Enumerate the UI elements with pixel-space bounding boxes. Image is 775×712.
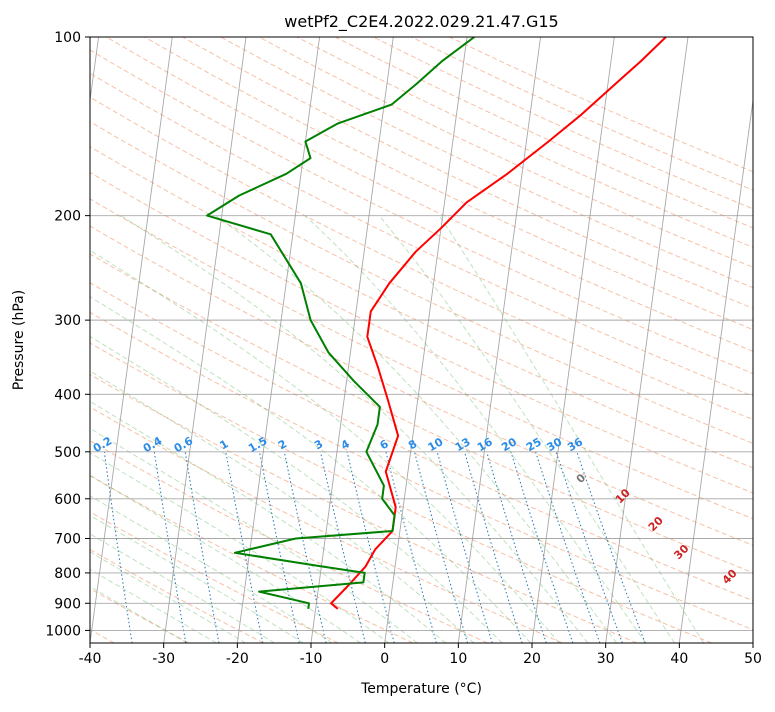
mixing-ratio-line — [284, 452, 326, 643]
moist-adiabat-label: 30 — [671, 542, 691, 562]
y-tick-label: 600 — [54, 492, 81, 508]
dry-adiabat — [0, 37, 338, 643]
pressure-gridlines — [90, 37, 753, 630]
x-axis: -40 -30 -20 -10 0 10 20 30 40 50 — [79, 643, 762, 667]
dry-adiabat — [0, 37, 775, 643]
x-tick-label: 20 — [523, 651, 541, 667]
y-tick-label: 300 — [54, 313, 81, 329]
y-tick-label: 1000 — [45, 623, 81, 639]
chart-title: wetPf2_C2E4.2022.029.21.47.G15 — [284, 12, 558, 32]
moist-adiabat — [0, 216, 187, 643]
x-tick-label: 0 — [380, 651, 389, 667]
mixing-ratio-label: 3 — [312, 437, 325, 452]
y-tick-label: 200 — [54, 209, 81, 225]
moist-adiabat — [0, 216, 216, 643]
x-tick-label: 30 — [597, 651, 615, 667]
moist-adiabats — [0, 216, 704, 643]
dry-adiabat — [0, 37, 775, 643]
mixing-ratio-line — [511, 452, 573, 643]
moist-adiabat — [439, 216, 703, 643]
dry-adiabats — [0, 37, 775, 643]
dry-adiabat — [0, 37, 775, 643]
dry-adiabat — [0, 37, 775, 643]
x-tick-label: 10 — [449, 651, 467, 667]
isotherm — [532, 37, 614, 643]
moist-adiabat — [0, 216, 275, 643]
isotherm — [679, 37, 761, 643]
plot-frame — [90, 37, 753, 643]
dry-adiabat — [0, 37, 775, 643]
dry-adiabat — [0, 37, 264, 643]
x-tick-label: 50 — [744, 651, 762, 667]
moist-adiabat-label: 40 — [720, 567, 740, 587]
isotherm — [237, 37, 319, 643]
moist-adiabat — [305, 216, 646, 643]
dry-adiabat — [68, 37, 775, 643]
isotherm — [458, 37, 540, 643]
y-axis: 100 200 300 400 500 600 700 800 900 1000 — [45, 30, 90, 639]
dry-adiabat — [373, 37, 775, 643]
mixing-ratio-label: 4 — [339, 437, 352, 452]
isotherm — [311, 37, 393, 643]
mixing-ratio-line — [347, 452, 394, 643]
isotherm — [16, 37, 98, 643]
dewpoint-line — [207, 37, 474, 609]
dry-adiabat — [0, 37, 712, 643]
x-tick-label: -10 — [300, 651, 323, 667]
mixing-ratio-line — [321, 452, 366, 643]
dry-adiabat — [335, 37, 775, 643]
y-tick-label: 800 — [54, 566, 81, 582]
dry-adiabat — [0, 37, 775, 643]
x-tick-label: 40 — [670, 651, 688, 667]
y-tick-label: 900 — [54, 596, 81, 612]
mixing-ratio-line — [154, 452, 186, 643]
mixing-ratio-label: 1 — [217, 437, 230, 452]
moist-adiabat-label: 0 — [574, 471, 589, 486]
isotherms — [0, 37, 775, 643]
mixing-ratio-line — [437, 452, 492, 643]
y-tick-label: 500 — [54, 445, 81, 461]
dry-adiabat — [450, 37, 775, 643]
x-tick-label: -30 — [152, 651, 175, 667]
moist-adiabat — [0, 216, 303, 643]
isotherm — [385, 37, 467, 643]
isotherm — [164, 37, 246, 643]
mixing-ratio-line — [104, 452, 132, 643]
dry-adiabat — [0, 37, 488, 643]
y-axis-label: Pressure (hPa) — [11, 290, 27, 390]
moist-adiabat — [216, 216, 617, 643]
dry-adiabat — [0, 37, 775, 643]
y-tick-label: 100 — [54, 30, 81, 46]
isotherm — [753, 37, 775, 643]
moist-adiabat-label: 10 — [613, 486, 633, 506]
mixing-ratio-label: 6 — [378, 437, 391, 452]
y-tick-label: 400 — [54, 387, 81, 403]
mixing-ratio-line — [185, 452, 219, 643]
x-axis-label: Temperature (°C) — [360, 681, 482, 697]
dry-adiabat — [259, 37, 775, 643]
x-tick-label: -20 — [226, 651, 249, 667]
dry-adiabat — [0, 37, 775, 643]
y-tick-label: 700 — [54, 532, 81, 548]
x-tick-label: -40 — [79, 651, 102, 667]
mixing-ratio-line — [487, 452, 547, 643]
dry-adiabat — [0, 37, 775, 643]
moist-adiabat-label: 20 — [646, 514, 666, 534]
